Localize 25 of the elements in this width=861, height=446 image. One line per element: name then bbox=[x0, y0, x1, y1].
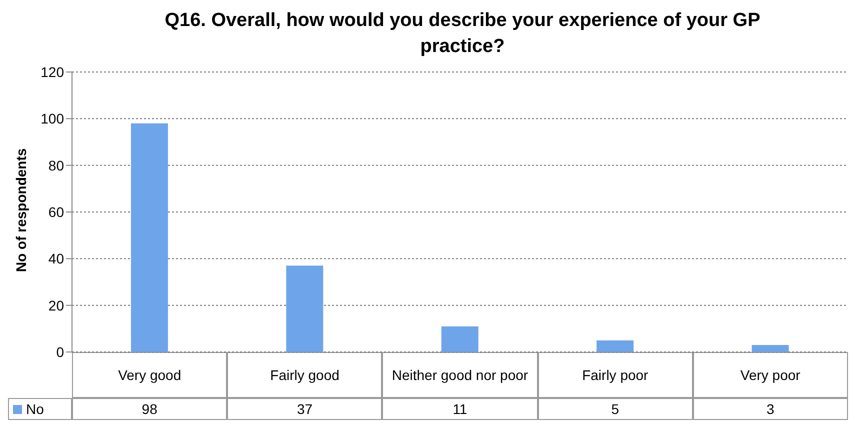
bar bbox=[130, 123, 168, 352]
data-label: 98 bbox=[72, 398, 228, 420]
bar bbox=[441, 326, 478, 352]
y-tick-label: 0 bbox=[56, 344, 64, 360]
x-tick-label: Fairly poor bbox=[538, 352, 693, 398]
x-tick-label: Very poor bbox=[692, 352, 848, 398]
y-tick-label: 20 bbox=[48, 297, 64, 314]
bar bbox=[286, 266, 324, 352]
bar bbox=[752, 345, 789, 352]
y-tick-label: 120 bbox=[40, 64, 64, 80]
x-tick-label: Neither good nor poor bbox=[382, 352, 538, 398]
y-tick-label: 40 bbox=[48, 250, 64, 267]
data-label: 37 bbox=[227, 398, 382, 420]
y-axis-title: No of respondents bbox=[12, 148, 29, 272]
data-label: 3 bbox=[692, 398, 848, 420]
y-tick-label: 100 bbox=[40, 110, 64, 127]
legend-label: No bbox=[8, 398, 72, 420]
y-tick-label: 80 bbox=[48, 157, 64, 174]
data-label: 5 bbox=[538, 398, 693, 420]
data-label: 11 bbox=[382, 398, 538, 420]
x-tick-label: Fairly good bbox=[227, 352, 382, 398]
y-tick-label: 60 bbox=[48, 204, 64, 220]
bar bbox=[596, 340, 634, 352]
chart-title: Q16. Overall, how would you describe your experience of your GP practice? bbox=[164, 9, 762, 59]
x-tick-label: Very good bbox=[72, 352, 228, 398]
